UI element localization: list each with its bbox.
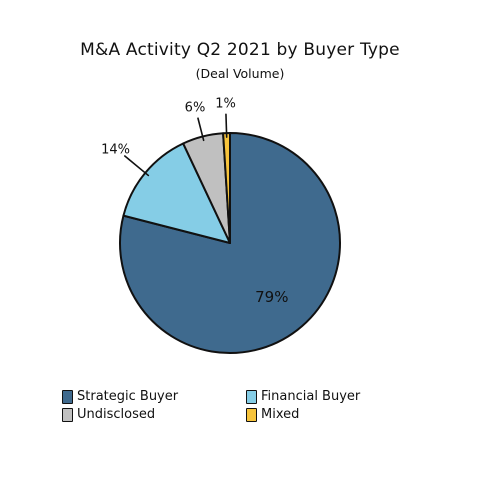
data-label-financial-buyer: 14%	[101, 142, 130, 157]
legend-item-financial-buyer: Financial Buyer	[246, 389, 426, 404]
data-label-undisclosed: 6%	[185, 101, 206, 116]
leader-line-mixed	[225, 113, 228, 138]
legend-item-strategic-buyer: Strategic Buyer	[62, 389, 246, 404]
legend-label: Financial Buyer	[261, 389, 361, 404]
legend-label: Strategic Buyer	[77, 389, 179, 404]
legend-label: Undisclosed	[77, 407, 156, 422]
legend-item-mixed: Mixed	[246, 407, 426, 422]
leader-line-financial-buyer	[124, 155, 150, 177]
legend-item-undisclosed: Undisclosed	[62, 407, 246, 422]
legend-swatch	[246, 407, 257, 422]
legend-swatch	[62, 389, 73, 404]
data-label-strategic-buyer: 79%	[255, 288, 288, 306]
leader-line-undisclosed	[197, 117, 205, 142]
legend: Strategic Buyer Financial Buyer Undisclo…	[62, 389, 442, 422]
chart-subtitle: (Deal Volume)	[195, 66, 285, 81]
data-label-mixed: 1%	[215, 96, 236, 111]
legend-label: Mixed	[261, 407, 300, 422]
legend-swatch	[246, 389, 257, 404]
legend-swatch	[62, 407, 73, 422]
chart-title: M&A Activity Q2 2021 by Buyer Type	[80, 40, 400, 60]
